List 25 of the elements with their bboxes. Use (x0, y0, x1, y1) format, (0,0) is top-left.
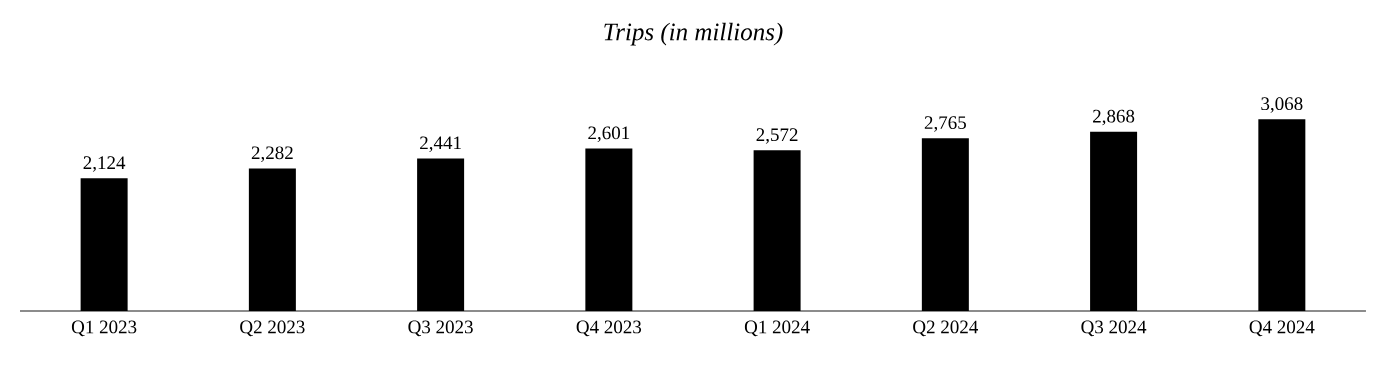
x-tick-label: Q2 2023 (240, 320, 305, 337)
data-label: 2,868 (1093, 109, 1135, 126)
bar (417, 158, 465, 311)
bar (80, 178, 128, 311)
bar (585, 148, 633, 311)
data-label: 3,068 (1261, 97, 1303, 113)
x-tick-label: Q3 2023 (408, 320, 473, 337)
x-tick-label: Q1 2023 (71, 320, 137, 337)
x-tick-label: Q4 2024 (1249, 320, 1315, 337)
data-label: 2,441 (420, 136, 461, 152)
x-tick-label: Q4 2023 (576, 320, 642, 337)
x-tick-label: Q1 2024 (744, 320, 810, 337)
data-label: 2,282 (251, 146, 293, 162)
bar (1090, 131, 1138, 311)
x-tick-label: Q3 2024 (1081, 320, 1147, 337)
data-label: 2,601 (588, 126, 630, 142)
data-label: 2,124 (83, 156, 126, 172)
chart-title: Trips (in millions) (604, 22, 783, 46)
bar (753, 150, 801, 311)
data-label: 2,765 (924, 116, 966, 132)
x-tick-label: Q2 2024 (913, 320, 979, 337)
bar (248, 168, 296, 311)
data-label: 2,572 (756, 128, 798, 144)
bar (921, 138, 969, 311)
bar (1258, 119, 1306, 311)
